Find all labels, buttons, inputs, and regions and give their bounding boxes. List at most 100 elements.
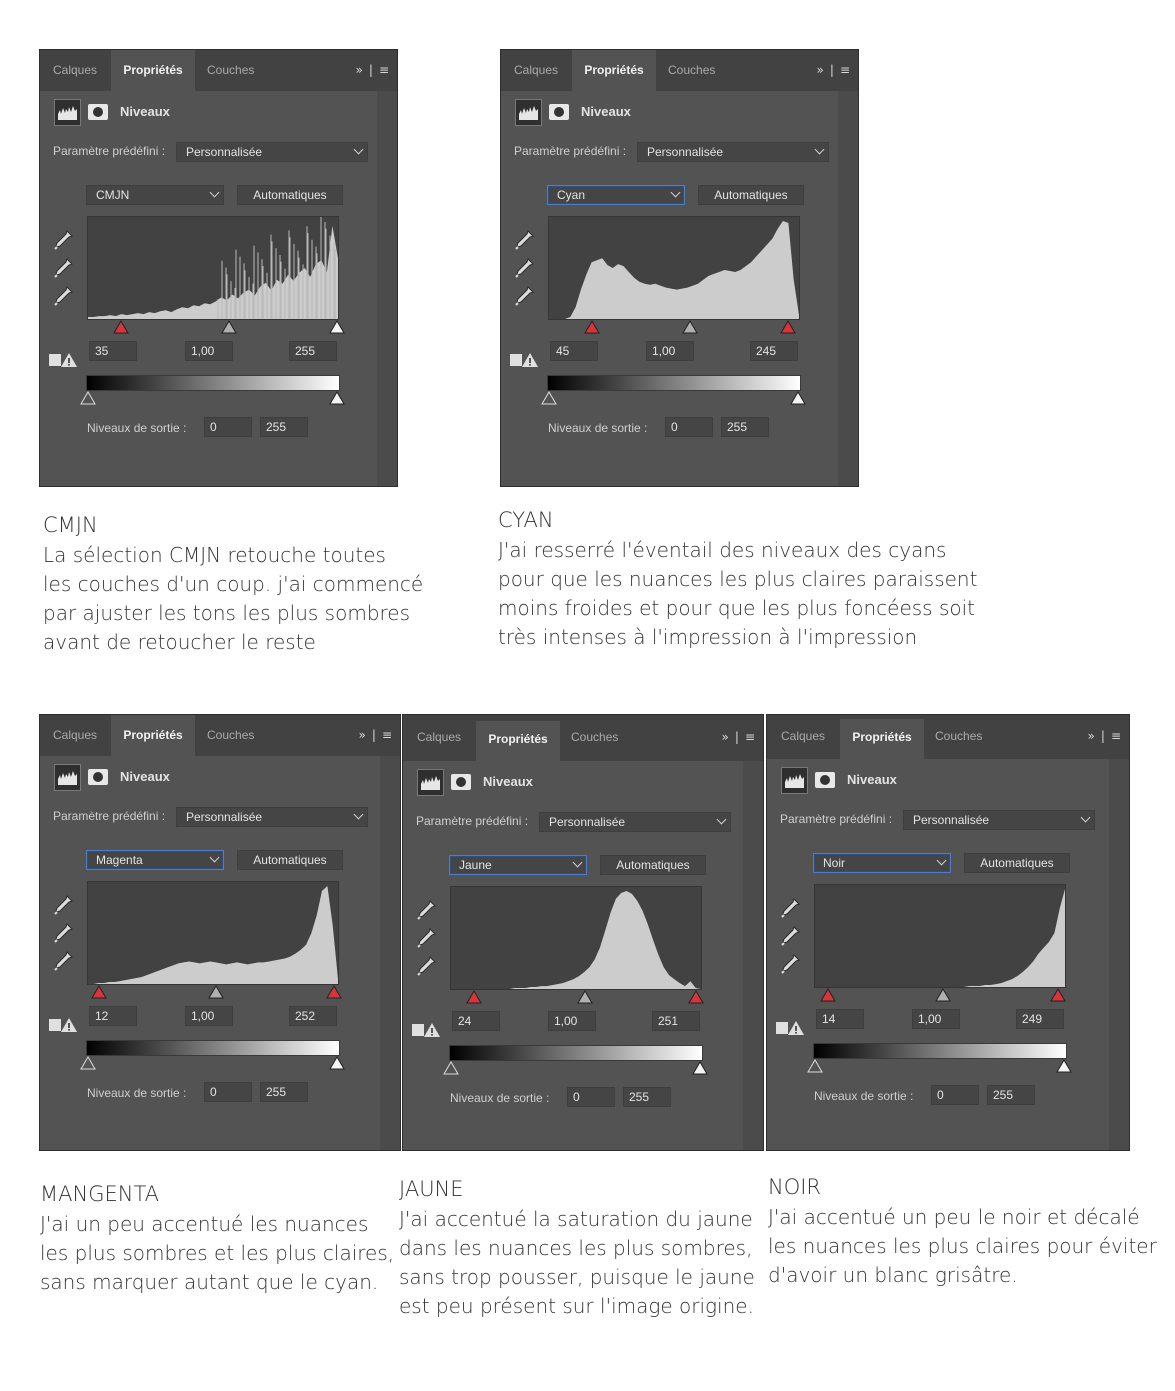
scrollbar[interactable] — [377, 91, 397, 486]
white-point-eyedropper-icon[interactable] — [779, 953, 803, 975]
output-black-field[interactable]: 0 — [567, 1087, 615, 1107]
input-black-field[interactable]: 12 — [89, 1006, 137, 1026]
input-black-slider[interactable] — [90, 985, 107, 1001]
layer-mask-icon[interactable] — [549, 104, 569, 120]
output-white-slider[interactable] — [329, 1056, 345, 1072]
output-black-slider[interactable] — [443, 1061, 459, 1077]
white-point-eyedropper-icon[interactable] — [415, 955, 439, 977]
tab-calques[interactable]: Calques — [53, 63, 98, 77]
input-black-field[interactable]: 45 — [550, 341, 598, 361]
input-black-slider[interactable] — [819, 988, 836, 1004]
output-black-field[interactable]: 0 — [665, 417, 713, 437]
tab-calques[interactable]: Calques — [417, 730, 462, 744]
channel-dropdown[interactable]: Noir — [813, 853, 951, 873]
tab-proprietes[interactable]: Propriétés — [111, 50, 195, 91]
preset-dropdown[interactable]: Personnalisée — [903, 810, 1095, 830]
channel-dropdown[interactable]: Jaune — [449, 855, 587, 875]
output-white-slider[interactable] — [329, 391, 345, 407]
input-white-slider[interactable] — [326, 985, 342, 1001]
input-gamma-field[interactable]: 1,00 — [548, 1011, 596, 1031]
input-white-field[interactable]: 251 — [652, 1011, 700, 1031]
scrollbar[interactable] — [1109, 759, 1129, 1150]
scrollbar[interactable] — [838, 91, 858, 486]
output-black-slider[interactable] — [541, 391, 557, 407]
channel-dropdown[interactable]: CMJN — [86, 185, 224, 205]
preset-dropdown[interactable]: Personnalisée — [539, 812, 731, 832]
preset-dropdown[interactable]: Personnalisée — [637, 142, 829, 162]
input-black-field[interactable]: 35 — [89, 341, 137, 361]
gray-point-eyedropper-icon[interactable] — [415, 927, 439, 949]
gray-point-eyedropper-icon[interactable] — [52, 257, 76, 279]
channel-dropdown[interactable]: Magenta — [86, 850, 224, 870]
black-point-eyedropper-icon[interactable] — [415, 899, 439, 921]
clipping-warning-icon[interactable] — [48, 1015, 78, 1033]
tab-proprietes[interactable]: Propriétés — [476, 721, 560, 761]
hamburger-menu-icon[interactable]: ≡ — [839, 63, 850, 77]
hamburger-menu-icon[interactable]: ≡ — [1110, 729, 1121, 743]
white-point-eyedropper-icon[interactable] — [52, 950, 76, 972]
tab-couches[interactable]: Couches — [207, 728, 255, 742]
input-white-slider[interactable] — [329, 320, 345, 336]
output-black-slider[interactable] — [80, 1056, 96, 1072]
output-black-field[interactable]: 0 — [204, 1082, 252, 1102]
gray-point-eyedropper-icon[interactable] — [52, 922, 76, 944]
input-white-slider[interactable] — [1050, 988, 1066, 1004]
input-gamma-field[interactable]: 1,00 — [185, 1006, 233, 1026]
input-gamma-slider[interactable] — [682, 320, 699, 336]
hamburger-menu-icon[interactable]: ≡ — [744, 730, 755, 744]
output-white-slider[interactable] — [692, 1061, 708, 1077]
clipping-warning-icon[interactable] — [775, 1018, 805, 1036]
input-gamma-slider[interactable] — [576, 990, 593, 1006]
tab-calques[interactable]: Calques — [53, 728, 98, 742]
tab-couches[interactable]: Couches — [571, 730, 619, 744]
auto-button[interactable]: Automatiques — [237, 850, 343, 870]
input-gamma-field[interactable]: 1,00 — [185, 341, 233, 361]
input-white-field[interactable]: 252 — [289, 1006, 337, 1026]
output-white-field[interactable]: 255 — [721, 417, 769, 437]
gray-point-eyedropper-icon[interactable] — [513, 257, 537, 279]
input-gamma-field[interactable]: 1,00 — [912, 1009, 960, 1029]
output-white-field[interactable]: 255 — [623, 1087, 671, 1107]
auto-button[interactable]: Automatiques — [600, 855, 706, 875]
input-gamma-slider[interactable] — [935, 988, 951, 1004]
clipping-warning-icon[interactable] — [509, 350, 539, 368]
double-chevron-icon[interactable]: » — [355, 63, 363, 77]
input-white-field[interactable]: 245 — [750, 341, 798, 361]
clipping-warning-icon[interactable] — [411, 1020, 441, 1038]
input-black-slider[interactable] — [113, 320, 130, 336]
input-white-field[interactable]: 255 — [289, 341, 337, 361]
auto-button[interactable]: Automatiques — [964, 853, 1070, 873]
channel-dropdown[interactable]: Cyan — [547, 185, 685, 205]
hamburger-menu-icon[interactable]: ≡ — [378, 63, 389, 77]
input-black-slider[interactable] — [465, 990, 482, 1006]
white-point-eyedropper-icon[interactable] — [513, 285, 537, 307]
double-chevron-icon[interactable]: » — [816, 63, 824, 77]
input-black-field[interactable]: 14 — [816, 1009, 864, 1029]
double-chevron-icon[interactable]: » — [1087, 729, 1095, 743]
input-black-field[interactable]: 24 — [452, 1011, 500, 1031]
input-gamma-field[interactable]: 1,00 — [646, 341, 694, 361]
output-white-slider[interactable] — [1056, 1059, 1072, 1075]
layer-mask-icon[interactable] — [88, 769, 108, 785]
preset-dropdown[interactable]: Personnalisée — [176, 807, 368, 827]
input-white-field[interactable]: 249 — [1016, 1009, 1064, 1029]
scrollbar[interactable] — [743, 761, 763, 1150]
tab-proprietes[interactable]: Propriétés — [572, 50, 656, 91]
output-black-slider[interactable] — [80, 391, 96, 407]
output-white-field[interactable]: 255 — [260, 417, 308, 437]
tab-calques[interactable]: Calques — [514, 63, 559, 77]
tab-couches[interactable]: Couches — [668, 63, 716, 77]
output-black-field[interactable]: 0 — [204, 417, 252, 437]
black-point-eyedropper-icon[interactable] — [52, 229, 76, 251]
clipping-warning-icon[interactable] — [48, 350, 78, 368]
output-white-slider[interactable] — [790, 391, 806, 407]
double-chevron-icon[interactable]: » — [358, 728, 366, 742]
output-white-field[interactable]: 255 — [260, 1082, 308, 1102]
input-gamma-slider[interactable] — [208, 985, 225, 1001]
double-chevron-icon[interactable]: » — [721, 730, 729, 744]
tab-couches[interactable]: Couches — [207, 63, 255, 77]
layer-mask-icon[interactable] — [451, 774, 471, 790]
input-black-slider[interactable] — [584, 320, 600, 336]
layer-mask-icon[interactable] — [88, 104, 108, 120]
black-point-eyedropper-icon[interactable] — [779, 897, 803, 919]
